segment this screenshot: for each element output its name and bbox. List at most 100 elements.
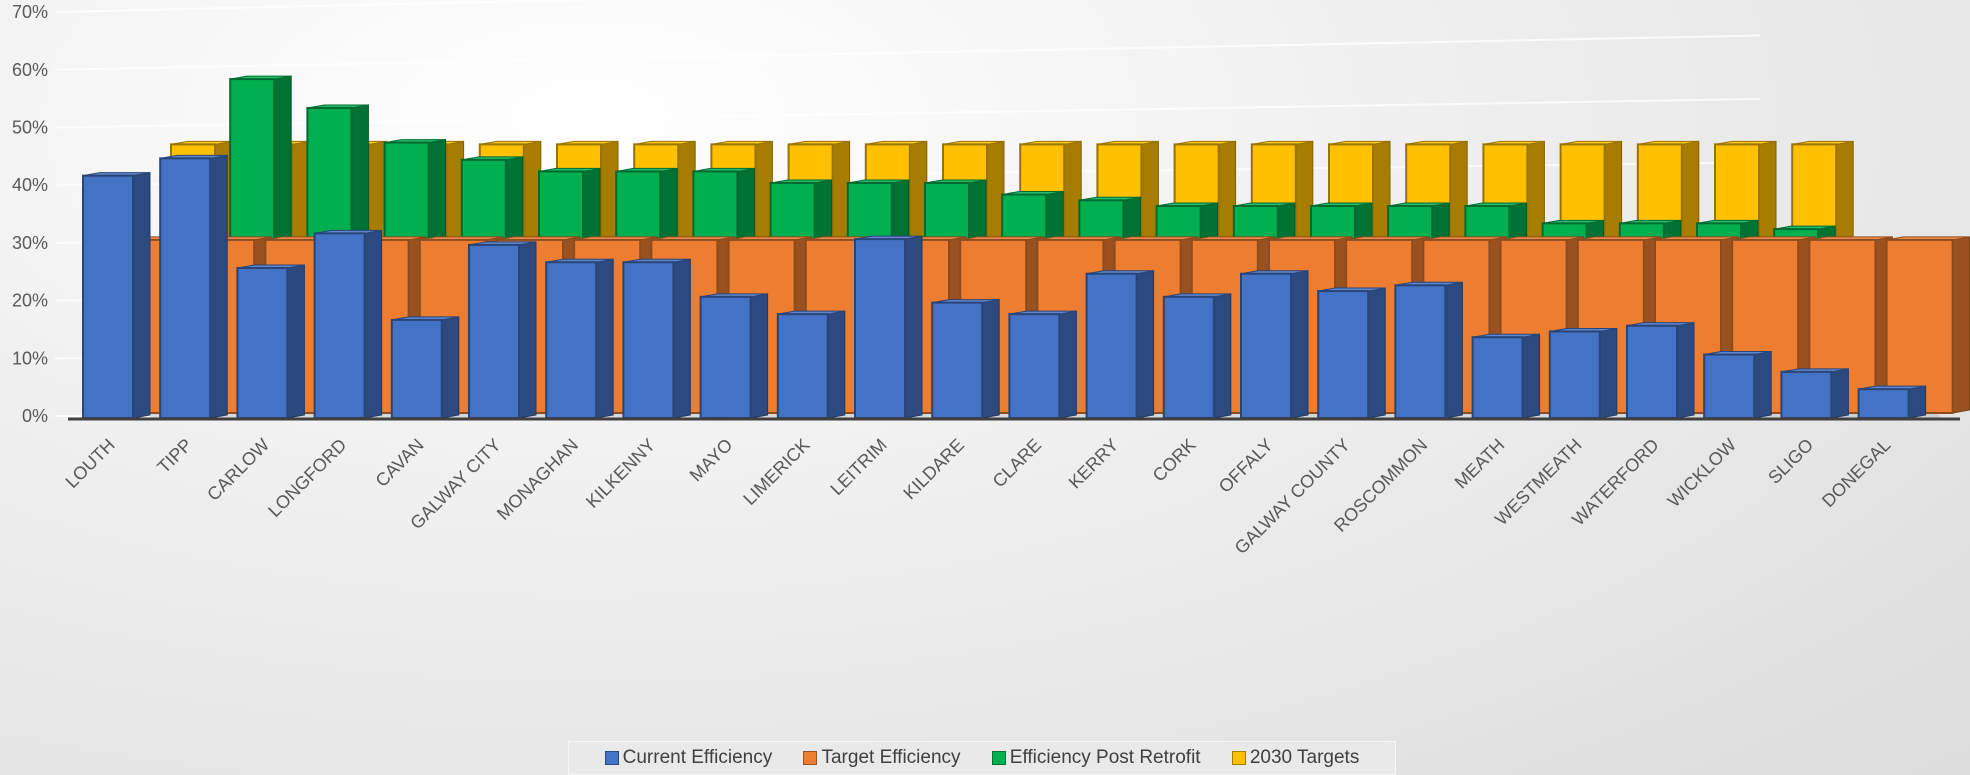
x-tick-label: LEITRIM <box>826 435 890 499</box>
bar-current <box>82 172 151 419</box>
bar-current-side <box>1213 293 1232 419</box>
bar-current-front <box>1857 388 1910 419</box>
x-tick-label: MAYO <box>686 435 737 486</box>
bar-current <box>159 154 228 419</box>
y-tick-label: 50% <box>12 118 48 138</box>
x-tick-label: KILKENNY <box>582 435 659 512</box>
bar-current <box>622 258 691 419</box>
x-tick-label: DONEGAL <box>1818 435 1894 511</box>
bar-current-side <box>1367 287 1386 419</box>
x-tick-label: MEATH <box>1451 435 1509 493</box>
bar-current-side <box>286 264 305 419</box>
bar-current-side <box>209 154 228 419</box>
x-tick-label: OFFALY <box>1215 435 1277 497</box>
bar-current-front <box>545 261 598 419</box>
bar-current <box>1162 293 1232 419</box>
bar-current <box>854 235 923 419</box>
bar-current-front <box>854 238 906 419</box>
bar-current-side <box>1599 327 1618 419</box>
bar-current <box>545 258 614 419</box>
legend-label-retrofit: Efficiency Post Retrofit <box>1009 747 1201 768</box>
bar-current-side <box>904 235 923 419</box>
bar-current-front <box>1240 272 1292 419</box>
x-tick-label: LOUTH <box>62 435 119 492</box>
bar-current <box>1857 385 1927 419</box>
bar-current-side <box>364 229 383 419</box>
bar-current-front <box>776 313 829 420</box>
bar-current-front <box>313 232 366 419</box>
bar-current-side <box>1444 281 1463 419</box>
bar-current <box>1471 333 1541 419</box>
bar-current-front <box>1626 324 1678 419</box>
bar-current-side <box>595 258 614 419</box>
bar-current-front <box>1703 353 1756 419</box>
legend-label-2030: 2030 Targets <box>1249 747 1360 768</box>
bar-current-front <box>159 157 212 419</box>
x-tick-label: SLIGO <box>1764 435 1817 488</box>
bar-current-front <box>699 295 752 419</box>
bar-current <box>236 264 305 420</box>
bar-current-front <box>468 243 520 419</box>
bar-current <box>1085 270 1155 419</box>
x-tick-label: KERRY <box>1065 435 1123 493</box>
bar-current-front <box>236 266 289 420</box>
gridline <box>54 0 614 14</box>
legend-swatch-retrofit <box>991 751 1006 765</box>
bar-target <box>1885 236 1970 414</box>
bar-current-front <box>1317 290 1370 419</box>
bar-current <box>1626 322 1695 419</box>
bar-current-side <box>1908 385 1927 419</box>
legend-item-target: Target Efficiency <box>803 747 961 769</box>
bar-current-side <box>1830 368 1849 419</box>
y-tick-label: 10% <box>12 348 48 368</box>
bar-current <box>313 229 383 419</box>
x-tick-label: KILDARE <box>899 435 968 504</box>
bar-current <box>776 310 846 420</box>
x-tick-label: TIPP <box>154 435 196 477</box>
legend-swatch-current <box>604 751 619 765</box>
y-tick-label: 30% <box>12 233 48 253</box>
bar-current-side <box>1676 322 1695 419</box>
gridline <box>54 34 1761 71</box>
bar-current-side <box>1136 270 1155 419</box>
bar-current-front <box>1780 370 1833 419</box>
bar-current <box>931 299 1000 420</box>
bar-current <box>699 293 769 419</box>
bar-target-side <box>1952 236 1970 414</box>
x-tick-label: LIMERICK <box>739 435 813 509</box>
x-tick-label: CLARE <box>989 435 1046 492</box>
bar-current-front <box>1085 272 1138 419</box>
y-tick-label: 40% <box>12 175 48 195</box>
bar-current-front <box>1471 336 1524 419</box>
bar-current-side <box>441 316 460 419</box>
bar-current-side <box>1290 270 1309 419</box>
bar-current-front <box>1394 284 1447 420</box>
bar-current-side <box>1753 350 1772 419</box>
bar-current-side <box>518 241 537 419</box>
x-tick-label: CORK <box>1149 435 1200 486</box>
bar-current-front <box>622 261 675 419</box>
bar-current-front <box>1162 295 1215 419</box>
bar-current-side <box>1058 310 1077 419</box>
bar-target-front <box>1885 238 1954 414</box>
bar-current-side <box>750 293 769 419</box>
bar-current-side <box>981 299 1000 419</box>
legend-item-2030: 2030 Targets <box>1231 747 1360 769</box>
y-tick-label: 0% <box>22 406 48 426</box>
x-tick-label: CARLOW <box>203 435 273 505</box>
bar-current <box>390 316 460 419</box>
bar-current-front <box>1008 313 1061 420</box>
bar-current-side <box>132 172 151 419</box>
legend: Current Efficiency Target Efficiency Eff… <box>568 741 1396 775</box>
x-tick-label: WICKLOW <box>1664 435 1740 511</box>
bar-current <box>1317 287 1386 419</box>
bar-current <box>468 241 537 419</box>
y-tick-label: 70% <box>12 2 48 22</box>
x-tick-label: MONAGHAN <box>493 435 582 524</box>
bar-current-side <box>672 258 691 419</box>
x-tick-label: CAVAN <box>372 435 428 491</box>
bar-current <box>1548 327 1618 420</box>
legend-label-target: Target Efficiency <box>821 747 961 768</box>
